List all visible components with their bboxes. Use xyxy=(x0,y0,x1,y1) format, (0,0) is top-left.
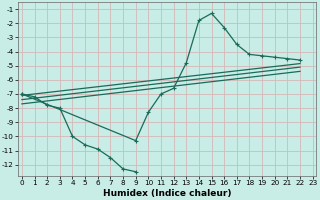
X-axis label: Humidex (Indice chaleur): Humidex (Indice chaleur) xyxy=(103,189,232,198)
